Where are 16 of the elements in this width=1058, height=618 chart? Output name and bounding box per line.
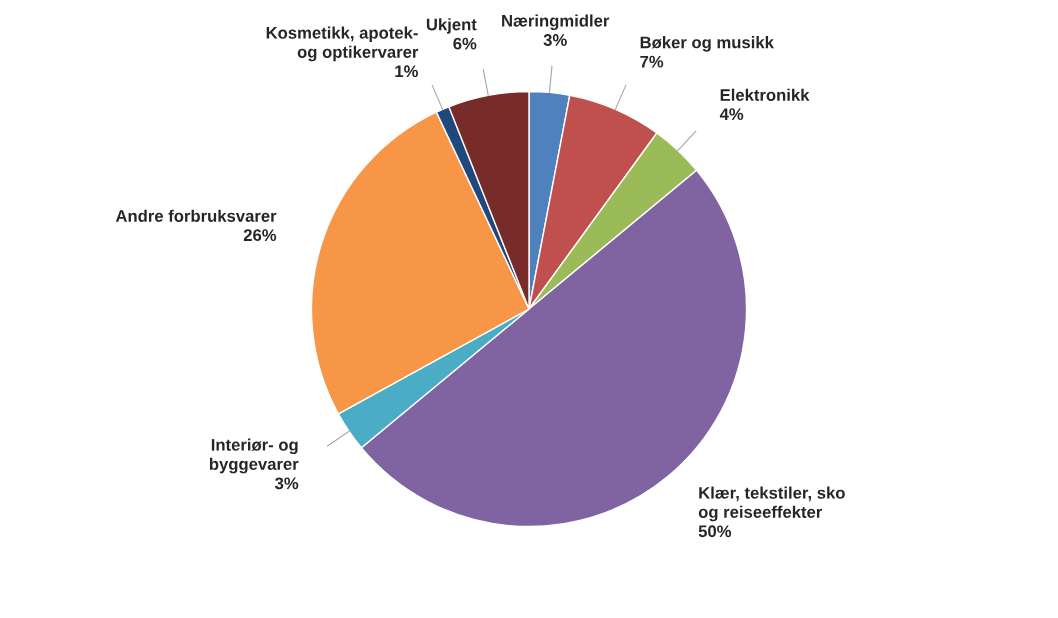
slice-label: Bøker og musikk: [640, 36, 774, 52]
data-label: 6%: [453, 37, 477, 50]
data-label: 1%: [395, 65, 418, 78]
slice-label: Kosmetikk, apotek- og optikervarer: [266, 26, 419, 62]
slice-label: Næringmidler: [502, 14, 610, 31]
slice-label: Klær, tekstiler, sko og reiseeffekter: [698, 486, 845, 522]
slice-label: Interiør- og byggevarer: [209, 438, 299, 474]
data-label: 4%: [719, 108, 744, 121]
data-label: 3%: [543, 34, 567, 46]
slice-label: Ukjent: [426, 18, 477, 34]
data-label: 3%: [275, 477, 299, 490]
data-label: 50%: [698, 525, 732, 538]
slice-label: Andre forbruksvarer: [115, 209, 277, 222]
data-label: 7%: [640, 55, 664, 68]
slice-label: Elektronikk: [720, 88, 810, 101]
data-label: 26%: [243, 229, 277, 242]
